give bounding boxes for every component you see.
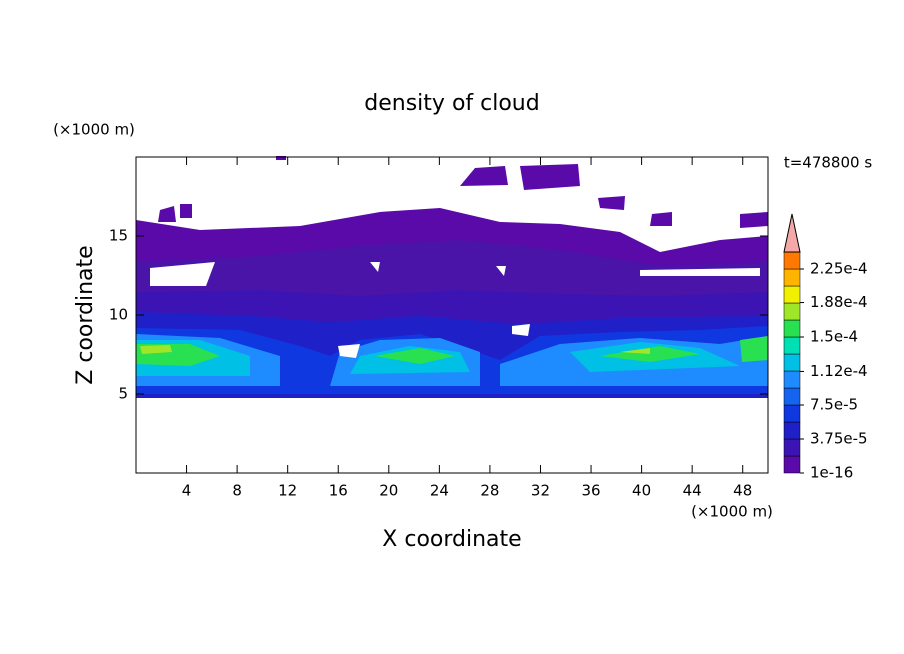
x-tick-label: 8	[232, 482, 242, 500]
x-unit: (×1000 m)	[691, 503, 773, 521]
y-axis-label: Z coordinate	[73, 245, 98, 384]
x-tick-label: 32	[531, 482, 550, 500]
colorbar-tick-label: 1.5e-4	[810, 328, 858, 346]
y-tick-label: 15	[109, 227, 128, 245]
colorbar-tick-label: 7.5e-5	[810, 396, 858, 414]
colorbar-band	[783, 268, 801, 287]
colorbar-tick-label: 1.88e-4	[810, 293, 868, 311]
colorbar-band	[783, 387, 801, 406]
y-unit: (×1000 m)	[53, 121, 135, 139]
colorbar-band	[783, 370, 801, 389]
colorbar-tick-label: 2.25e-4	[810, 260, 868, 278]
colorbar-band	[783, 353, 801, 372]
x-tick-label: 48	[733, 482, 752, 500]
colorbar-band	[783, 251, 801, 270]
colorbar-tick-label: 1e-16	[810, 464, 853, 482]
y-tick-label: 10	[109, 306, 128, 324]
x-tick-label: 4	[182, 482, 192, 500]
colorbar-extend	[783, 213, 801, 253]
x-tick-label: 36	[581, 482, 600, 500]
colorbar-band	[783, 421, 801, 440]
colorbar-tick-label: 1.12e-4	[810, 362, 868, 380]
x-tick-label: 24	[430, 482, 449, 500]
colorbar-band	[783, 438, 801, 457]
colorbar-band	[783, 336, 801, 355]
x-tick-label: 40	[632, 482, 651, 500]
y-tick-label: 5	[118, 385, 128, 403]
colorbar-band	[783, 455, 801, 474]
chart-title: density of cloud	[364, 91, 539, 116]
x-tick-label: 28	[480, 482, 499, 500]
x-tick-label: 12	[278, 482, 297, 500]
x-axis-label: X coordinate	[382, 527, 521, 552]
contour-field	[136, 156, 768, 398]
x-tick-label: 44	[683, 482, 702, 500]
time-label: t=478800 s	[784, 154, 872, 172]
x-tick-label: 16	[329, 482, 348, 500]
colorbar-band	[783, 302, 801, 321]
colorbar-band	[783, 404, 801, 423]
colorbar-band	[783, 285, 801, 304]
colorbar-band	[783, 319, 801, 338]
colorbar-tick-label: 3.75e-5	[810, 430, 868, 448]
x-tick-label: 20	[379, 482, 398, 500]
